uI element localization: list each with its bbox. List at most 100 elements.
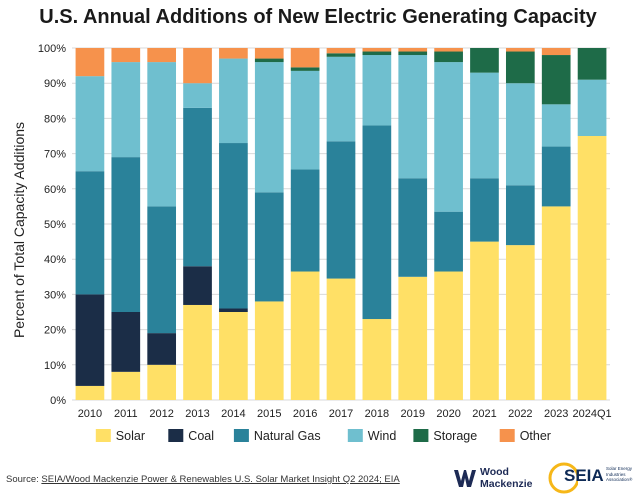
bar-segment-solar xyxy=(254,301,284,400)
bar-segment-other xyxy=(541,48,571,56)
legend-label: Coal xyxy=(188,429,214,443)
bar-segment-solar xyxy=(219,312,248,400)
bar-segment-wind xyxy=(75,76,105,172)
bar-segment-natural-gas xyxy=(326,141,356,279)
x-tick-label: 2010 xyxy=(78,408,102,420)
bar-segment-other xyxy=(505,48,535,52)
x-axis-ticks: 2010 2011 2012 2013 2014 2015 2016 2017 2018 2019… xyxy=(78,408,612,420)
bar-segment-storage xyxy=(541,55,571,105)
y-tick-label: 50% xyxy=(44,219,66,231)
bar-segment-coal xyxy=(147,333,177,365)
bar-segment-other xyxy=(219,48,248,59)
bar-segment-wind xyxy=(577,79,607,136)
x-tick-label: 2016 xyxy=(293,408,317,420)
y-axis-ticks: 0% 10% 20% 30% 40% 50% 60% 70% 80% 90% 100% xyxy=(38,43,66,407)
bar-segment-solar xyxy=(147,364,177,400)
bar-segment-other xyxy=(183,48,212,84)
x-tick-label: 2023 xyxy=(544,408,568,420)
source-link[interactable]: SEIA/Wood Mackenzie Power & Renewables U… xyxy=(41,474,400,485)
bar-segment-solar xyxy=(398,276,428,400)
bar-segment-other xyxy=(290,48,320,68)
y-tick-label: 70% xyxy=(44,149,66,161)
legend-label: Other xyxy=(520,429,551,443)
wood-mackenzie-line1: Wood xyxy=(480,466,509,478)
bar-segment-storage xyxy=(577,48,607,80)
y-tick-label: 10% xyxy=(44,360,66,372)
bar-segment-wind xyxy=(183,83,212,108)
legend-swatch xyxy=(168,429,184,442)
bar-segment-other xyxy=(326,48,356,54)
bar-segment-coal xyxy=(75,294,105,386)
x-tick-label: 2020 xyxy=(436,408,460,420)
y-tick-label: 80% xyxy=(44,113,66,125)
y-axis-label: Percent of Total Capacity Additions xyxy=(11,122,27,338)
y-tick-label: 60% xyxy=(44,184,66,196)
x-tick-label: 2019 xyxy=(400,408,424,420)
bar-segment-storage xyxy=(470,48,499,73)
bar-segment-wind xyxy=(541,104,571,147)
bar-segment-storage xyxy=(434,51,463,63)
bar-segment-solar xyxy=(326,278,356,400)
bar-segment-natural-gas xyxy=(147,206,177,334)
bar-segment-other xyxy=(254,48,284,59)
seia-wordmark: SEIA xyxy=(564,466,604,485)
legend: Solar Coal Natural Gas Wind Storage Other xyxy=(95,429,551,443)
bar-segment-storage xyxy=(290,67,320,71)
source-note: Source: SEIA/Wood Mackenzie Power & Rene… xyxy=(6,474,400,485)
legend-swatch xyxy=(413,429,429,442)
legend-label: Natural Gas xyxy=(254,429,321,443)
y-tick-label: 90% xyxy=(44,78,66,90)
bar-segment-wind xyxy=(290,70,320,170)
bar-segment-solar xyxy=(290,271,320,400)
wood-mackenzie-mark-icon xyxy=(454,470,476,487)
legend-label: Storage xyxy=(433,429,477,443)
wood-mackenzie-logo: Wood Mackenzie xyxy=(454,464,544,494)
bar-segment-storage xyxy=(505,51,535,84)
bar-segment-other xyxy=(147,48,177,63)
bar-segment-natural-gas xyxy=(290,169,320,272)
bar-segment-natural-gas xyxy=(219,143,248,309)
bar-segment-wind xyxy=(398,55,428,179)
seia-tagline: Solar Energy Industries Association® xyxy=(606,466,633,482)
x-tick-label: 2022 xyxy=(508,408,532,420)
bars xyxy=(75,48,607,400)
wood-mackenzie-line2: Mackenzie xyxy=(480,478,533,490)
seia-sun-icon xyxy=(548,462,578,494)
bar-segment-natural-gas xyxy=(362,125,392,320)
bar-segment-wind xyxy=(470,72,499,179)
legend-swatch xyxy=(233,429,249,442)
bar-segment-other xyxy=(111,48,141,63)
bar-segment-natural-gas xyxy=(505,185,535,246)
bar-segment-solar xyxy=(75,385,105,400)
bar-segment-coal xyxy=(111,312,141,372)
bar-segment-solar xyxy=(577,136,607,400)
bar-segment-wind xyxy=(254,62,284,193)
bar-segment-other xyxy=(362,48,392,52)
bar-segment-natural-gas xyxy=(434,211,463,272)
bar-segment-other xyxy=(434,48,463,52)
legend-label: Wind xyxy=(368,429,397,443)
bar-segment-natural-gas xyxy=(75,171,105,295)
bar-segment-natural-gas xyxy=(541,146,571,207)
x-tick-label: 2017 xyxy=(329,408,353,420)
y-tick-label: 100% xyxy=(38,43,66,55)
chart-title: U.S. Annual Additions of New Electric Ge… xyxy=(39,6,597,28)
bar-segment-wind xyxy=(326,56,356,142)
bar-segment-wind xyxy=(362,55,392,126)
bar-segment-storage xyxy=(326,53,356,57)
x-tick-label: 2015 xyxy=(257,408,281,420)
x-tick-label: 2014 xyxy=(221,408,245,420)
bar-segment-coal xyxy=(183,266,212,305)
x-tick-label: 2018 xyxy=(365,408,389,420)
bar-segment-natural-gas xyxy=(470,178,499,242)
bar-segment-solar xyxy=(111,371,141,400)
bar-segment-coal xyxy=(219,308,248,312)
legend-label: Solar xyxy=(116,429,145,443)
bar-segment-wind xyxy=(505,83,535,186)
x-tick-label: 2021 xyxy=(472,408,496,420)
bar-segment-wind xyxy=(147,62,177,207)
seia-logo: SEIA Solar Energy Industries Association… xyxy=(548,461,634,495)
y-tick-label: 20% xyxy=(44,325,66,337)
x-tick-label: 2024Q1 xyxy=(572,408,611,420)
